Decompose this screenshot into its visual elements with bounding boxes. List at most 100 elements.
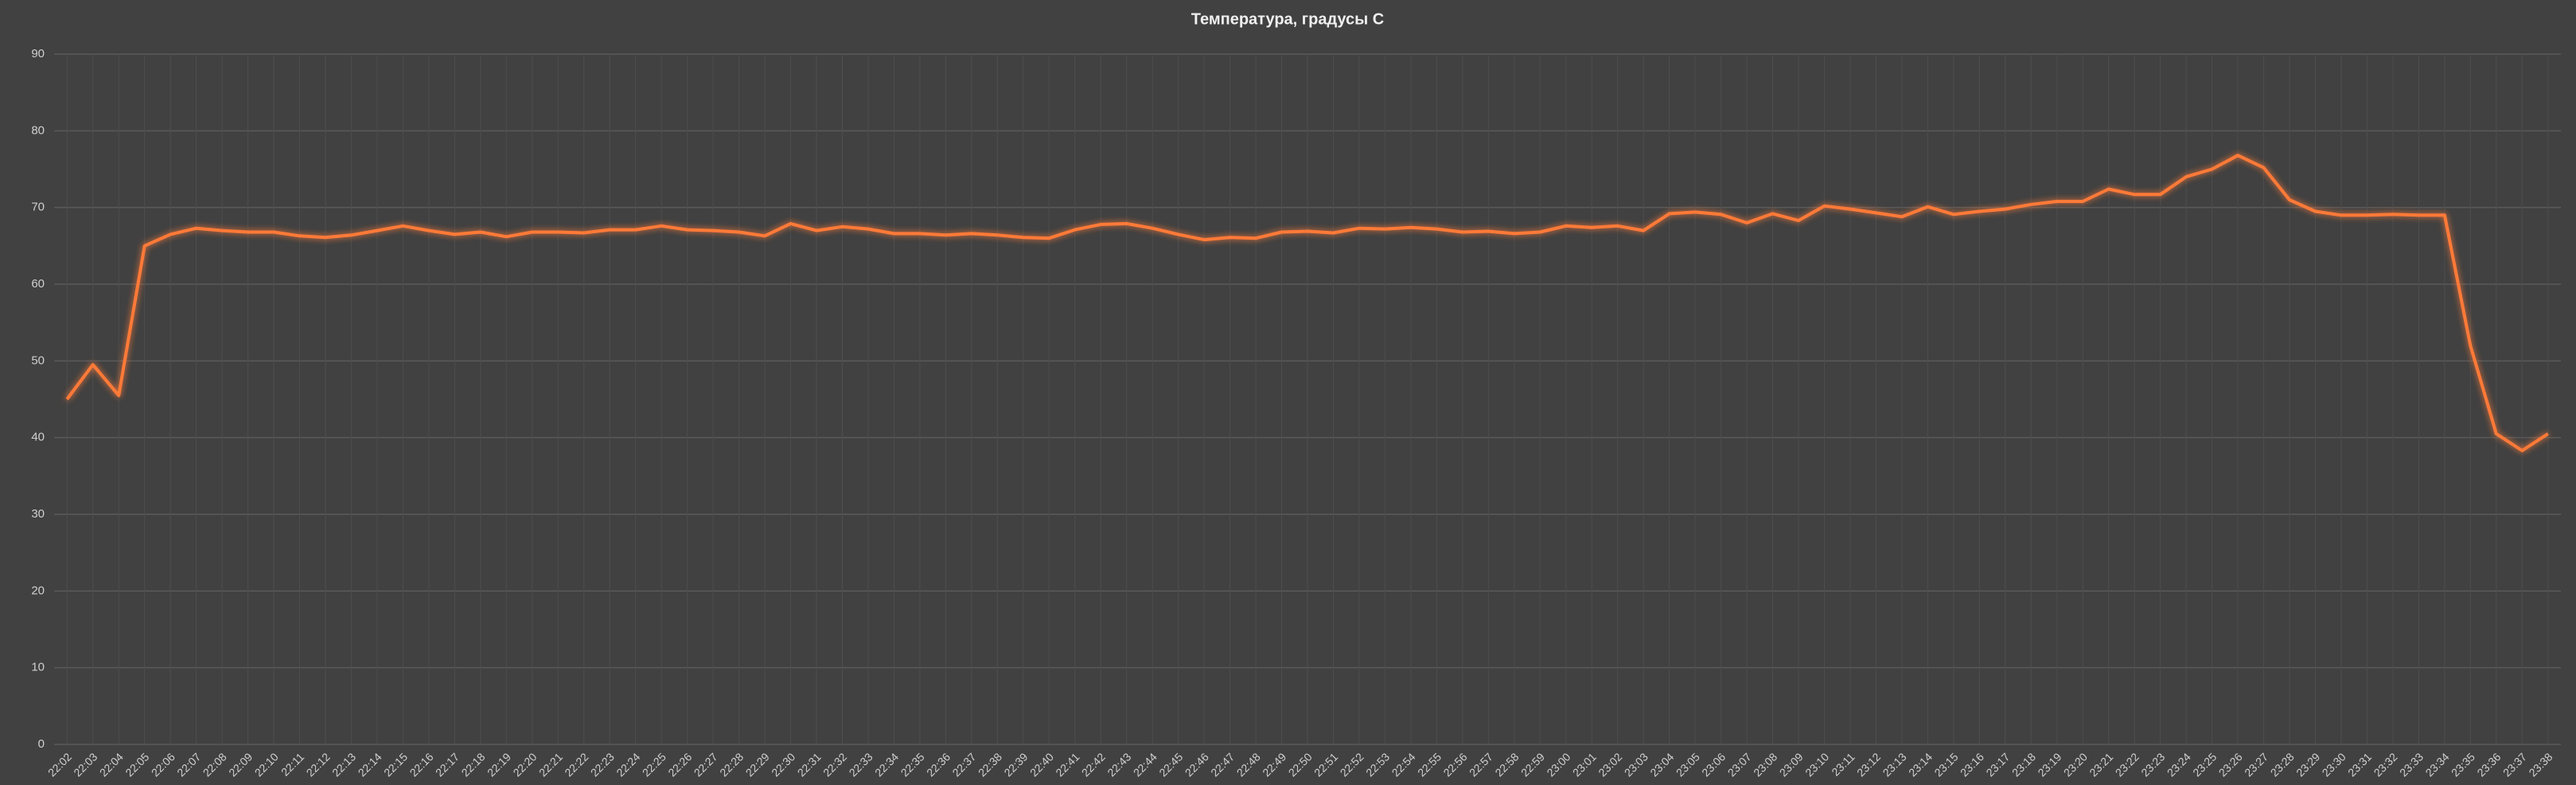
- x-tick-label: 22:54: [1389, 750, 1418, 779]
- x-tick-label: 22:44: [1131, 750, 1159, 779]
- x-tick-label: 23:08: [1751, 750, 1779, 779]
- x-tick-label: 22:32: [820, 750, 849, 779]
- x-tick-label: 22:02: [45, 750, 74, 779]
- x-tick-label: 23:02: [1596, 750, 1624, 779]
- x-tick-label: 23:18: [2009, 750, 2038, 779]
- x-tick-label: 23:27: [2242, 750, 2270, 779]
- y-tick-label: 40: [31, 431, 45, 444]
- x-tick-label: 23:37: [2500, 750, 2529, 779]
- y-tick-label: 70: [31, 201, 45, 214]
- x-tick-label: 23:03: [1622, 750, 1650, 779]
- y-tick-label: 0: [38, 737, 45, 751]
- x-tick-label: 22:42: [1079, 750, 1108, 779]
- x-tick-label: 22:20: [510, 750, 539, 779]
- x-tick-label: 23:16: [1958, 750, 1986, 779]
- x-tick-label: 22:22: [562, 750, 590, 779]
- x-tick-label: 22:50: [1286, 750, 1315, 779]
- x-tick-label: 22:48: [1234, 750, 1263, 779]
- x-tick-label: 22:34: [872, 750, 901, 779]
- x-tick-label: 22:15: [381, 750, 410, 779]
- y-tick-label: 90: [31, 47, 45, 61]
- x-tick-label: 22:53: [1363, 750, 1392, 779]
- x-tick-label: 22:08: [201, 750, 229, 779]
- x-tick-label: 23:12: [1854, 750, 1883, 779]
- x-tick-label: 23:20: [2061, 750, 2090, 779]
- x-tick-label: 23:25: [2190, 750, 2219, 779]
- x-tick-label: 22:18: [458, 750, 487, 779]
- x-tick-label: 22:59: [1518, 750, 1547, 779]
- x-tick-label: 22:36: [924, 750, 953, 779]
- y-tick-label: 50: [31, 353, 45, 367]
- y-tick-label: 80: [31, 123, 45, 137]
- x-tick-label: 22:51: [1311, 750, 1340, 779]
- x-tick-label: 23:09: [1777, 750, 1806, 779]
- x-tick-label: 22:11: [279, 750, 307, 779]
- x-tick-label: 22:16: [407, 750, 436, 779]
- x-tick-label: 23:01: [1570, 750, 1599, 779]
- x-tick-label: 23:30: [2320, 750, 2348, 779]
- x-tick-label: 23:38: [2526, 750, 2555, 779]
- x-tick-label: 22:45: [1156, 750, 1185, 779]
- x-tick-label: 22:24: [614, 750, 642, 779]
- x-tick-label: 22:39: [1001, 750, 1030, 779]
- x-tick-label: 23:31: [2345, 750, 2374, 779]
- x-tick-label: 22:31: [795, 750, 824, 779]
- x-tick-label: 22:33: [847, 750, 875, 779]
- x-tick-label: 23:17: [1983, 750, 2012, 779]
- x-tick-label: 22:13: [329, 750, 358, 779]
- y-tick-label: 20: [31, 584, 45, 597]
- x-tick-label: 23:00: [1544, 750, 1572, 779]
- x-tick-label: 23:35: [2449, 750, 2477, 779]
- x-tick-label: 22:41: [1053, 750, 1081, 779]
- x-tick-label: 23:32: [2371, 750, 2400, 779]
- x-tick-label: 22:29: [743, 750, 772, 779]
- x-tick-label: 23:13: [1880, 750, 1909, 779]
- x-tick-label: 22:47: [1208, 750, 1237, 779]
- x-tick-label: 22:58: [1492, 750, 1521, 779]
- x-tick-label: 23:34: [2423, 750, 2452, 779]
- x-tick-label: 23:05: [1674, 750, 1702, 779]
- x-tick-label: 23:26: [2216, 750, 2245, 779]
- x-tick-label: 22:38: [976, 750, 1004, 779]
- x-tick-label: 23:33: [2397, 750, 2426, 779]
- x-tick-label: 23:24: [2165, 750, 2193, 779]
- x-tick-label: 22:04: [97, 750, 126, 779]
- x-tick-label: 22:14: [356, 750, 384, 779]
- x-tick-label: 22:21: [536, 750, 565, 779]
- x-tick-label: 22:46: [1183, 750, 1211, 779]
- x-tick-label: 22:55: [1415, 750, 1444, 779]
- x-tick-label: 22:26: [665, 750, 694, 779]
- x-tick-label: 22:12: [304, 750, 333, 779]
- chart-title: Температура, градусы С: [1191, 10, 1384, 28]
- x-tick-label: 23:28: [2268, 750, 2297, 779]
- x-tick-label: 23:23: [2138, 750, 2167, 779]
- x-tick-label: 22:06: [149, 750, 177, 779]
- x-tick-label: 23:21: [2087, 750, 2115, 779]
- x-tick-label: 22:37: [949, 750, 978, 779]
- x-tick-label: 22:52: [1338, 750, 1366, 779]
- x-tick-label: 22:40: [1027, 750, 1056, 779]
- x-tick-label: 23:11: [1829, 750, 1857, 779]
- x-tick-label: 22:17: [433, 750, 462, 779]
- x-tick-label: 23:29: [2293, 750, 2322, 779]
- x-tick-label: 22:49: [1260, 750, 1288, 779]
- x-tick-label: 22:27: [692, 750, 720, 779]
- x-tick-label: 23:07: [1725, 750, 1754, 779]
- x-tick-label: 22:28: [717, 750, 746, 779]
- line: [65, 154, 2549, 452]
- x-tick-label: 23:14: [1906, 750, 1935, 779]
- x-tick-label: 22:56: [1440, 750, 1469, 779]
- x-tick-label: 22:07: [174, 750, 203, 779]
- x-tick-label: 22:05: [123, 750, 151, 779]
- x-tick-label: 23:10: [1802, 750, 1831, 779]
- x-tick-label: 23:19: [2035, 750, 2064, 779]
- y-tick-label: 60: [31, 277, 45, 291]
- x-tick-label: 23:15: [1932, 750, 1961, 779]
- x-tick-label: 22:19: [485, 750, 513, 779]
- x-tick-label: 22:57: [1467, 750, 1495, 779]
- x-tick-label: 23:36: [2474, 750, 2503, 779]
- x-tick-label: 22:03: [71, 750, 99, 779]
- x-tick-label: 23:04: [1647, 750, 1676, 779]
- x-tick-label: 23:06: [1699, 750, 1728, 779]
